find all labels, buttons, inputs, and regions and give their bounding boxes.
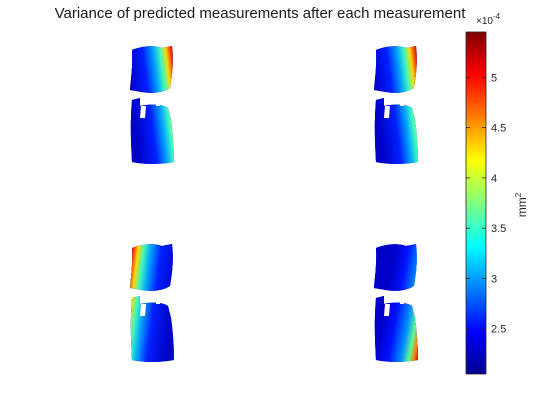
surface-hole	[400, 298, 404, 304]
surface-hotspot	[374, 244, 418, 362]
surface-hole	[140, 106, 146, 118]
colorbar: 2.5 3 3.5 4 4.5 5 ×10-4 mm2	[465, 12, 529, 375]
panel-3	[130, 244, 174, 362]
colorbar-tick-label: 4.5	[491, 123, 506, 135]
colorbar-tick-label: 3.5	[491, 223, 506, 235]
surface-hole	[140, 304, 146, 316]
surface-hole	[156, 298, 160, 304]
colorbar-tick-label: 4	[491, 173, 497, 185]
surface-hotspot	[130, 244, 174, 362]
surface-hotspot	[130, 46, 174, 164]
colorbar-tick-label: 5	[491, 72, 497, 84]
surface-hotspot	[374, 46, 418, 164]
colorbar-scale	[465, 31, 487, 375]
surface-hole	[156, 100, 160, 106]
colorbar-unit: mm2	[514, 192, 529, 217]
chart-title: Variance of predicted measurements after…	[55, 5, 467, 22]
surface-hole	[384, 304, 390, 316]
panels	[130, 46, 418, 362]
panel-1	[130, 46, 174, 164]
panel-2	[374, 46, 418, 164]
colorbar-exponent: ×10-4	[476, 12, 501, 27]
surface-hole	[400, 100, 404, 106]
colorbar-tick-label: 3	[491, 273, 497, 285]
panel-4	[374, 244, 418, 362]
surface-hole	[384, 106, 390, 118]
colorbar-tick-label: 2.5	[491, 324, 506, 336]
